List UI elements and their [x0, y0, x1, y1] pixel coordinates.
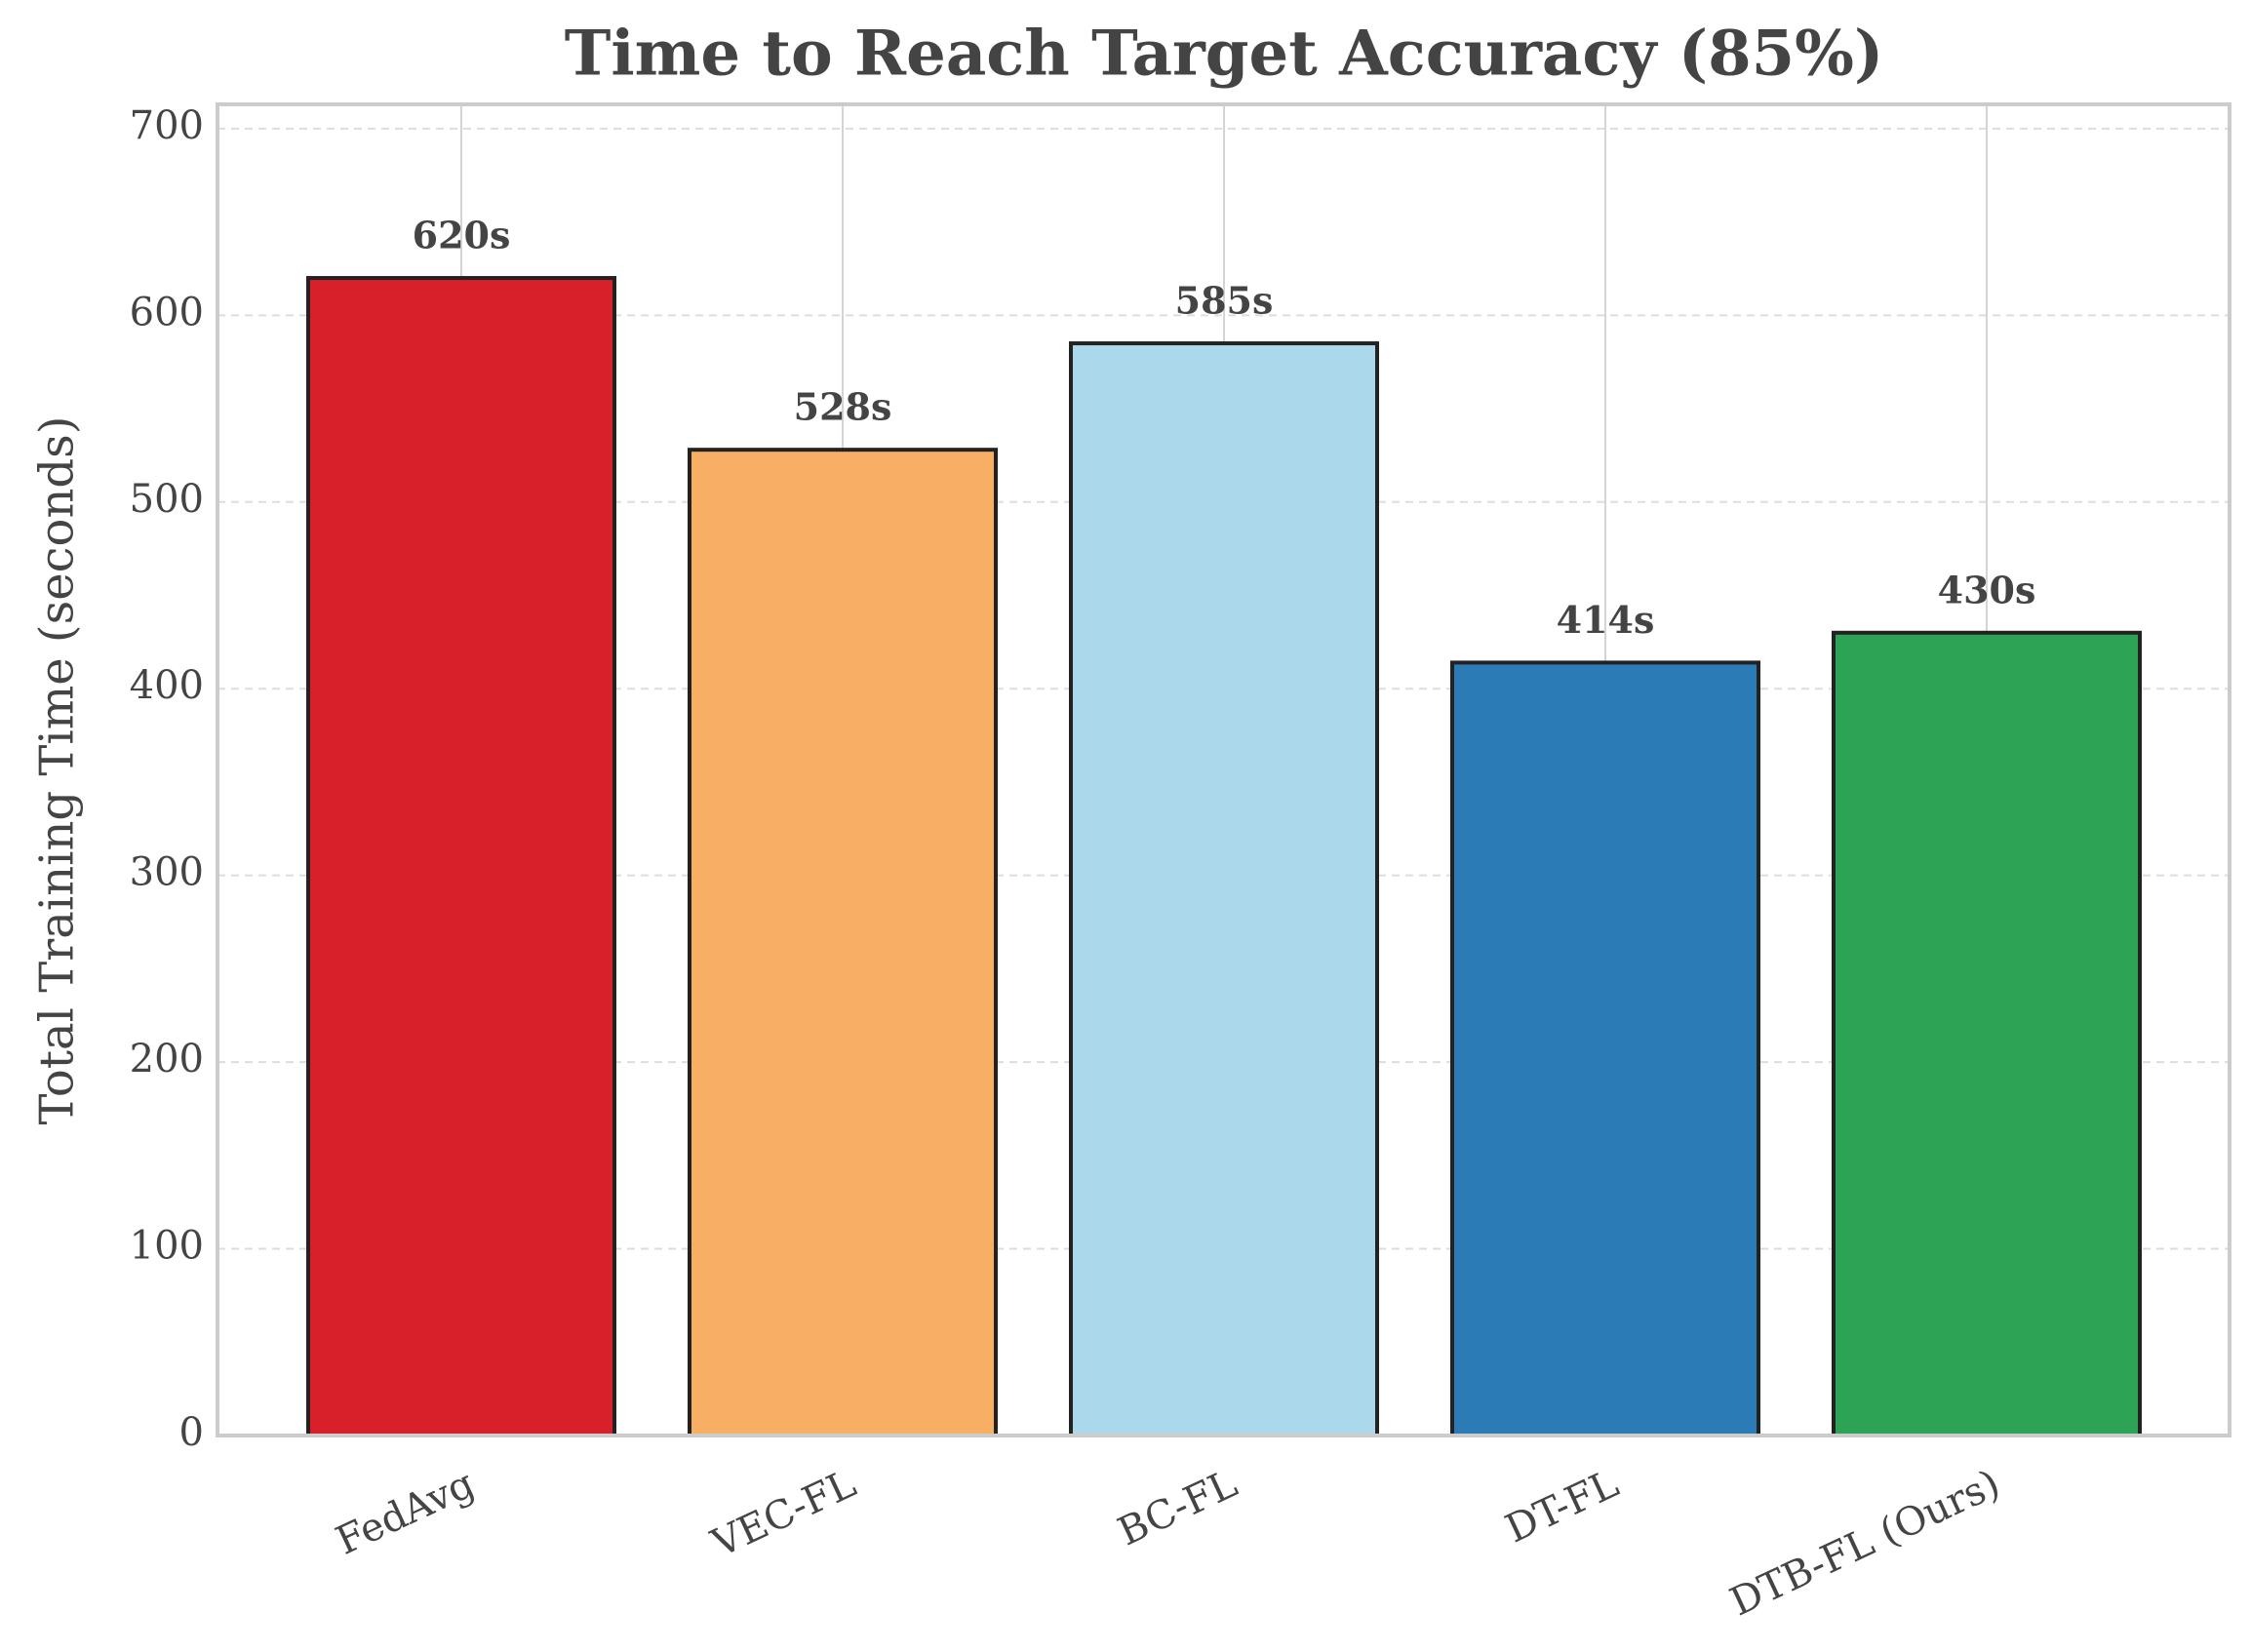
y-tick-label: 200	[130, 1037, 204, 1082]
x-tick-label: FedAvg	[330, 1461, 482, 1563]
y-tick-label: 700	[130, 103, 204, 148]
plot-frame	[216, 102, 2231, 1437]
x-tick-label: DT-FL	[1499, 1461, 1626, 1552]
bar	[306, 276, 616, 1438]
y-tick-label: 300	[130, 850, 204, 895]
y-tick-label: 0	[179, 1410, 204, 1455]
y-tick-label: 400	[130, 663, 204, 708]
x-tick-label: VEC-FL	[704, 1461, 862, 1566]
y-tick-label: 500	[130, 477, 204, 522]
bar	[1832, 630, 2142, 1437]
x-tick-label: DTB-FL (Ours)	[1723, 1461, 2006, 1625]
value-label: 585s	[1175, 279, 1274, 323]
y-tick-label: 600	[130, 290, 204, 334]
chart-title: Time to Reach Target Accuracy (85%)	[565, 18, 1884, 91]
x-tick-label: BC-FL	[1111, 1461, 1244, 1554]
bar	[1450, 660, 1760, 1437]
value-label: 430s	[1938, 568, 2036, 611]
bar	[688, 448, 998, 1438]
value-label: 620s	[413, 214, 511, 257]
value-label: 414s	[1557, 598, 1655, 642]
y-tick-label: 100	[130, 1224, 204, 1269]
y-axis-label: Total Training Time (seconds)	[30, 416, 85, 1125]
bar	[1069, 341, 1379, 1438]
value-label: 528s	[794, 385, 892, 429]
